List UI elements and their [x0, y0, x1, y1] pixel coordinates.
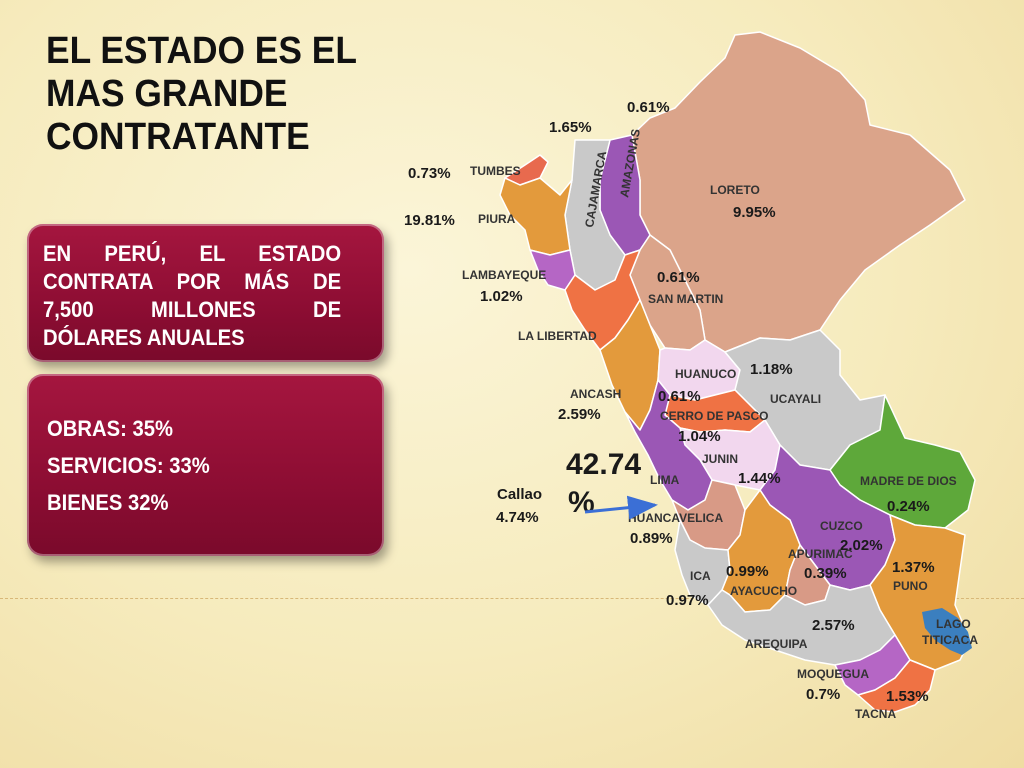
label-puno: PUNO [893, 579, 928, 593]
breakdown-servicios: SERVICIOS: 33% [47, 453, 210, 478]
label-san-martin: SAN MARTIN [648, 292, 723, 306]
label-tumbes: TUMBES [470, 164, 521, 178]
region-la-libertad [564, 249, 641, 351]
pct-tacna: 1.53% [886, 688, 929, 705]
dashed-divider [0, 598, 1024, 599]
label-cerro-de-pasco: CERRO DE PASCO [660, 409, 768, 423]
pct-ayacucho: 0.99% [726, 563, 769, 580]
pct-lambayeque: 1.02% [480, 288, 523, 305]
label-apurimac: APURIMAC [788, 547, 853, 561]
pct-madre-de-dios: 0.24% [887, 498, 930, 515]
breakdown-bienes: BIENES 32% [47, 490, 169, 515]
title-line-3: CONTRATANTE [46, 116, 310, 158]
callao-name: Callao [497, 486, 542, 503]
label-huanuco: HUANUCO [675, 367, 736, 381]
label-la-libertad: LA LIBERTAD [518, 329, 597, 343]
pct-moquegua: 0.7% [806, 686, 840, 703]
label-lima: LIMA [650, 473, 680, 487]
title-line-2: MAS GRANDE [46, 73, 288, 115]
pct-ucayali: 1.18% [750, 361, 793, 378]
percentage-labels: 0.73% 19.81% 1.02% 1.65% 0.61% 9.95% 0.6… [404, 99, 935, 705]
label-piura: PIURA [478, 212, 516, 226]
region-arequipa [707, 584, 896, 666]
breakdown-list: OBRAS: 35% SERVICIOS: 33% BIENES 32% [47, 410, 224, 521]
pct-san-martin: 0.61% [657, 269, 700, 286]
info-text: EN PERÚ, EL ESTADO CONTRATA POR MÁS DE 7… [43, 241, 342, 350]
pct-puno: 1.37% [892, 559, 935, 576]
label-huancavelica: HUANCAVELICA [628, 511, 723, 525]
label-lake-line-2: TITICACA [922, 633, 978, 647]
pct-apurimac: 0.39% [804, 565, 847, 582]
pct-lima-big-line-1: 42.74 [566, 448, 641, 481]
pct-arequipa: 2.57% [812, 617, 855, 634]
pct-junin: 1.44% [738, 470, 781, 487]
pct-piura: 19.81% [404, 212, 455, 229]
pct-huanuco: 0.61% [658, 388, 701, 405]
pct-cajamarca: 1.65% [549, 119, 592, 136]
label-cuzco: CUZCO [820, 519, 863, 533]
lake-titicaca [922, 608, 972, 655]
pct-amazonas: 0.61% [627, 99, 670, 116]
label-ayacucho: AYACUCHO [730, 584, 797, 598]
pct-tumbes: 0.73% [408, 165, 451, 182]
pct-cuzco: 2.02% [840, 537, 883, 554]
label-junin: JUNIN [702, 452, 738, 466]
department-name-labels: TUMBES PIURA LAMBAYEQUE CAJAMARCA AMAZON… [462, 128, 978, 721]
page-title: EL ESTADO ES EL MAS GRANDE CONTRATANTE [46, 30, 372, 159]
label-ucayali: UCAYALI [770, 392, 821, 406]
label-tacna: TACNA [855, 707, 896, 721]
pct-ica: 0.97% [666, 592, 709, 609]
pct-lima-big-line-2: % [568, 486, 595, 519]
pct-huancavelica: 0.89% [630, 530, 673, 547]
region-lima [624, 379, 713, 511]
label-ica: ICA [690, 569, 711, 583]
pct-cerro-de-pasco: 1.04% [678, 428, 721, 445]
callao-pct: 4.74% [496, 509, 539, 526]
label-lake-line-1: LAGO [936, 617, 971, 631]
title-line-1: EL ESTADO ES EL [46, 30, 357, 72]
label-loreto: LORETO [710, 183, 760, 197]
breakdown-obras: OBRAS: 35% [47, 416, 173, 441]
label-madre-de-dios: MADRE DE DIOS [860, 474, 957, 488]
breakdown-card: OBRAS: 35% SERVICIOS: 33% BIENES 32% [27, 374, 384, 556]
label-arequipa: AREQUIPA [745, 637, 808, 651]
pct-ancash: 2.59% [558, 406, 601, 423]
label-moquegua: MOQUEGUA [797, 667, 869, 681]
info-card: EN PERÚ, EL ESTADO CONTRATA POR MÁS DE 7… [27, 224, 384, 362]
region-tacna [857, 659, 936, 713]
label-lambayeque: LAMBAYEQUE [462, 268, 546, 282]
label-ancash: ANCASH [570, 387, 621, 401]
pct-loreto: 9.95% [733, 204, 776, 221]
callao-arrow [584, 495, 658, 520]
